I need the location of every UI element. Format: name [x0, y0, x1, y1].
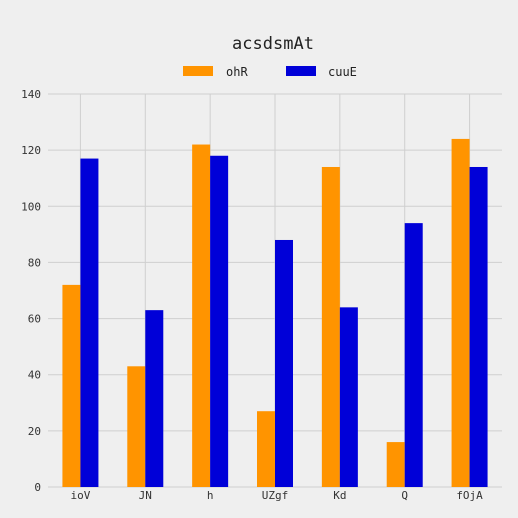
y-axis: 0 20 40 60 80 100 120 140: [21, 88, 41, 494]
y-tick-label: 0: [34, 481, 41, 494]
y-tick-label: 120: [21, 144, 41, 157]
x-tick-label: fOjA: [456, 489, 483, 502]
x-tick-label: h: [207, 489, 214, 502]
bar-ohR-Q: [386, 442, 405, 487]
y-tick-label: 80: [28, 256, 41, 269]
bar-ohR-Kd: [321, 166, 340, 487]
bar-cuuE-UZgf: [275, 239, 293, 487]
bar-cuuE-ioV: [80, 158, 99, 488]
x-tick-label: Kd: [333, 489, 346, 502]
bar-ohR-ioV: [62, 284, 81, 487]
legend-swatch-ohR: [183, 66, 213, 76]
bar-cuuE-Q: [404, 223, 423, 487]
legend-label-ohR: ohR: [226, 65, 248, 79]
bar-ohR-fOjA: [451, 138, 470, 487]
y-tick-label: 40: [28, 369, 41, 382]
bar-cuuE-Kd: [339, 307, 358, 487]
legend: ohR cuuE: [183, 65, 357, 79]
x-tick-label: ioV: [70, 489, 90, 502]
bar-cuuE-h: [210, 155, 229, 487]
chart-title: acsdsmAt: [232, 34, 314, 54]
bar-ohR-h: [192, 144, 211, 487]
bar-ohR-JN: [127, 366, 146, 487]
y-tick-label: 100: [21, 200, 41, 213]
y-tick-label: 60: [28, 313, 41, 326]
y-tick-label: 140: [21, 88, 41, 101]
legend-label-cuuE: cuuE: [328, 65, 357, 79]
y-tick-label: 20: [28, 425, 41, 438]
legend-swatch-cuuE: [286, 66, 316, 76]
x-tick-label: Q: [401, 489, 408, 502]
bar-ohR-UZgf: [257, 411, 275, 487]
x-tick-label: JN: [139, 489, 152, 502]
bars: [62, 138, 488, 488]
bar-cuuE-fOjA: [469, 166, 488, 487]
x-tick-label: UZgf: [262, 489, 289, 502]
bar-cuuE-JN: [145, 310, 164, 487]
